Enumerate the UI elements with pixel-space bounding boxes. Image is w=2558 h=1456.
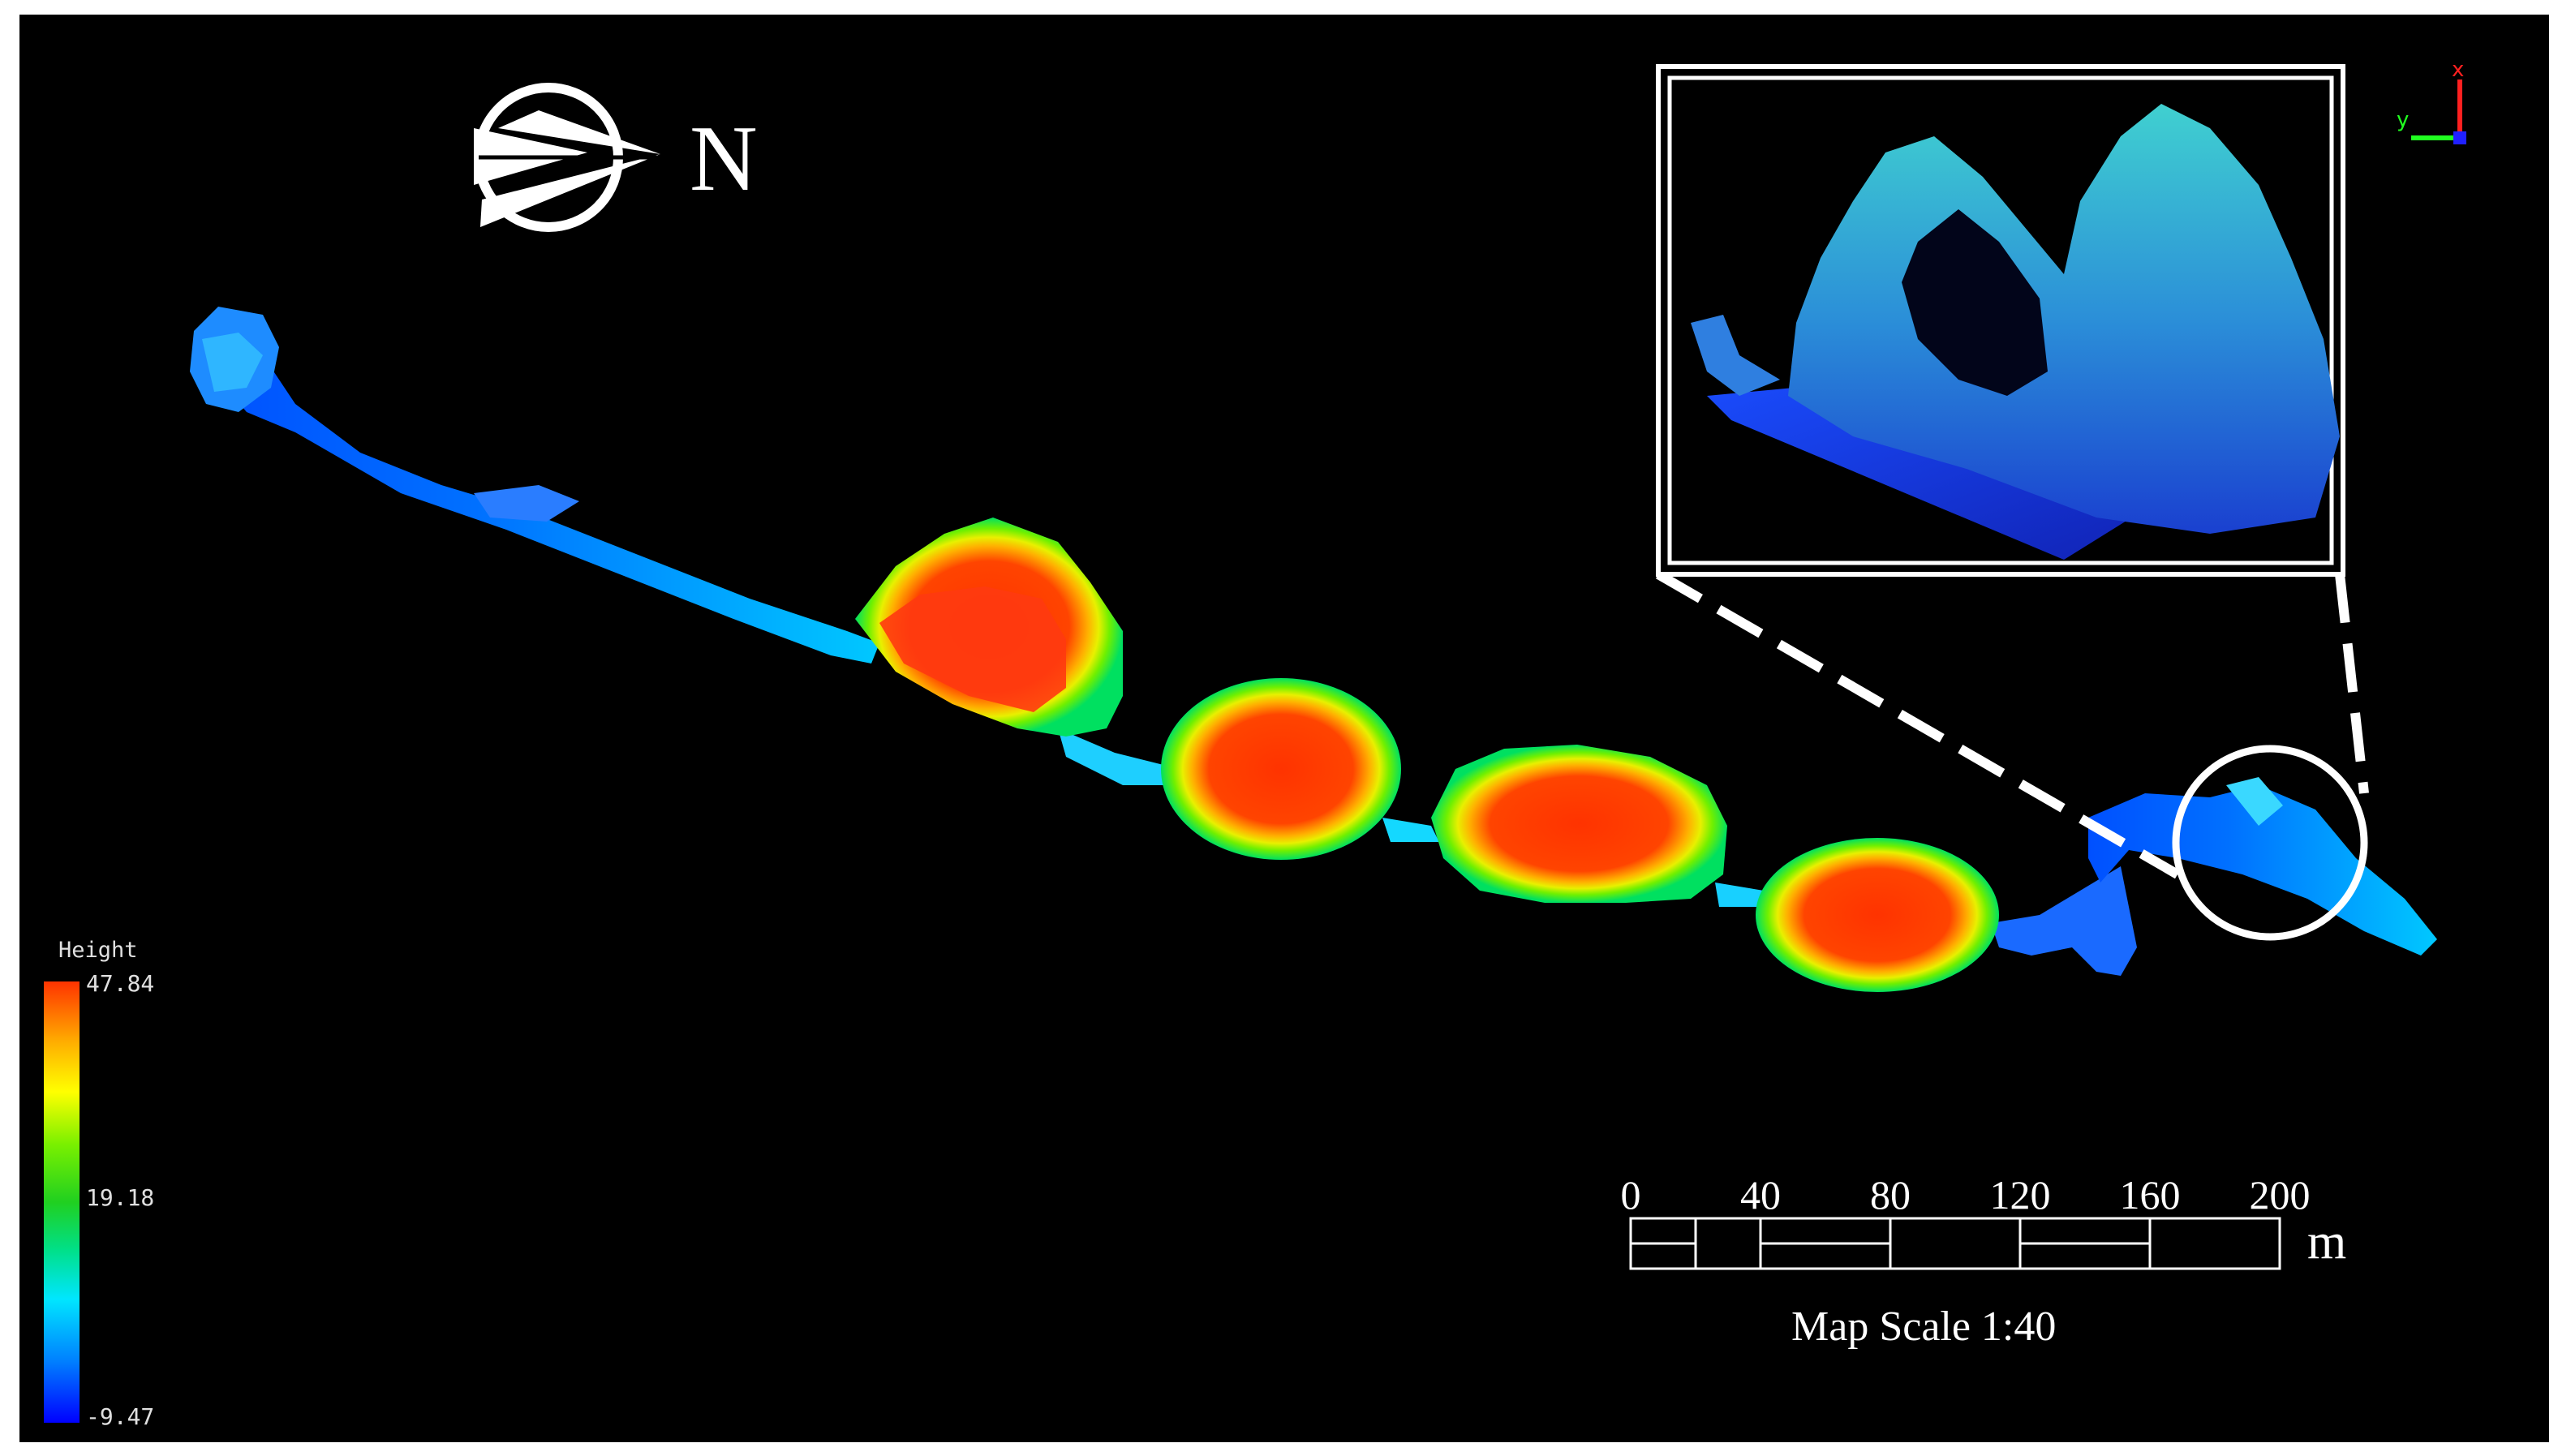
zoom-region-circle (2172, 745, 2368, 941)
axis-x-label: x (2452, 58, 2464, 82)
scale-unit: m (2307, 1214, 2347, 1269)
legend-title: Height (58, 938, 138, 963)
scale-tick-160: 160 (2119, 1172, 2181, 1218)
point-cloud-scene: x y (190, 58, 2466, 1270)
cave-chamber-1 (855, 518, 1123, 737)
scale-tick-0: 0 (1620, 1172, 1641, 1218)
north-arrow-icon (474, 83, 660, 232)
legend-max: 47.84 (86, 970, 155, 997)
scale-bar (1629, 1217, 2281, 1270)
axis-gizmo-icon: x y (2397, 58, 2466, 144)
north-label: N (690, 107, 758, 211)
cave-chamber-3 (1431, 745, 1727, 903)
scale-tick-200: 200 (2249, 1172, 2311, 1218)
axis-y-label: y (2397, 108, 2409, 132)
scale-tick-120: 120 (1989, 1172, 2051, 1218)
cave-chamber-4 (1756, 838, 1999, 992)
legend-min: -9.47 (86, 1403, 155, 1430)
map-scale-caption: Map Scale 1:40 (1791, 1304, 2057, 1350)
scale-tick-80: 80 (1870, 1172, 1911, 1218)
map-canvas: x y N (19, 15, 2549, 1442)
inset-3d-view (1656, 64, 2345, 577)
legend-mid: 19.18 (86, 1184, 155, 1211)
inset-leader-lines (1655, 569, 2369, 879)
scale-tick-40: 40 (1740, 1172, 1781, 1218)
height-color-ramp (44, 981, 80, 1423)
cave-chamber-2 (1161, 678, 1401, 860)
